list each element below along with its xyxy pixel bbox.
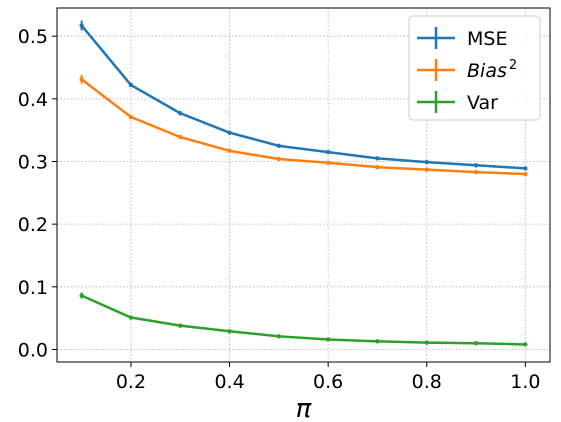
legend-label-text: Bias	[467, 60, 507, 82]
data-point	[276, 334, 282, 339]
legend-label-superscript: 2	[509, 58, 517, 73]
axis-ticks: 0.2 0.4 0.6 0.8 1.0 0.0 0.1 0.2 0.3 0.4 0.5	[18, 26, 541, 393]
x-tick-label: 0.6	[313, 371, 343, 393]
data-point	[227, 130, 232, 135]
data-point	[325, 337, 331, 342]
legend-label-text: Var	[467, 92, 498, 114]
data-point	[178, 323, 183, 328]
y-tick-label: 0.4	[18, 89, 48, 111]
data-point	[79, 23, 84, 28]
series-line	[80, 78, 526, 176]
legend-item: Bias 2	[417, 58, 517, 82]
y-tick-label: 0.3	[18, 152, 48, 174]
legend-label: MSE	[467, 28, 507, 50]
data-point	[473, 169, 479, 175]
legend: MSE Bias 2 Var	[408, 15, 541, 121]
legend-label: Bias 2	[467, 58, 517, 82]
data-point	[424, 340, 429, 345]
series-mse	[79, 20, 528, 171]
data-point	[276, 143, 282, 149]
y-tick-label: 0.5	[18, 26, 48, 48]
data-point	[424, 167, 429, 172]
data-point	[325, 160, 331, 165]
series-var	[79, 292, 528, 347]
data-point	[523, 342, 528, 347]
legend-item: MSE	[417, 27, 507, 50]
x-tick-label: 1.0	[510, 371, 540, 393]
data-point	[424, 159, 429, 165]
data-point	[128, 82, 134, 88]
y-tick-label: 0.1	[18, 277, 48, 299]
data-point	[79, 293, 84, 298]
plot-frame	[56, 7, 551, 363]
data-point	[178, 134, 183, 140]
data-point	[523, 171, 528, 177]
data-point	[473, 163, 479, 168]
data-point	[276, 156, 282, 162]
data-point	[227, 148, 232, 154]
data-point	[523, 166, 528, 171]
data-point	[375, 156, 380, 161]
data-point	[375, 339, 380, 344]
data-point	[128, 114, 134, 120]
data-point	[128, 315, 134, 320]
legend-box	[408, 15, 541, 121]
series-bias	[79, 75, 528, 177]
x-tick-label: 0.2	[116, 371, 146, 393]
legend-item: Var	[417, 91, 498, 114]
x-tick-label: 0.4	[214, 371, 244, 393]
data-point	[375, 164, 380, 170]
legend-label: Var	[467, 92, 498, 114]
series-layer	[79, 20, 528, 347]
series-line	[81, 294, 526, 346]
data-point	[79, 77, 84, 82]
data-point	[325, 149, 331, 155]
data-point	[178, 111, 183, 116]
x-tick-label: 0.8	[412, 371, 442, 393]
legend-label-text: MSE	[467, 28, 507, 50]
data-point	[473, 341, 479, 346]
series-line	[80, 24, 526, 170]
data-point	[227, 329, 232, 334]
y-tick-label: 0.2	[18, 214, 48, 236]
x-axis-label: π	[296, 394, 312, 422]
y-tick-label: 0.0	[18, 339, 48, 361]
